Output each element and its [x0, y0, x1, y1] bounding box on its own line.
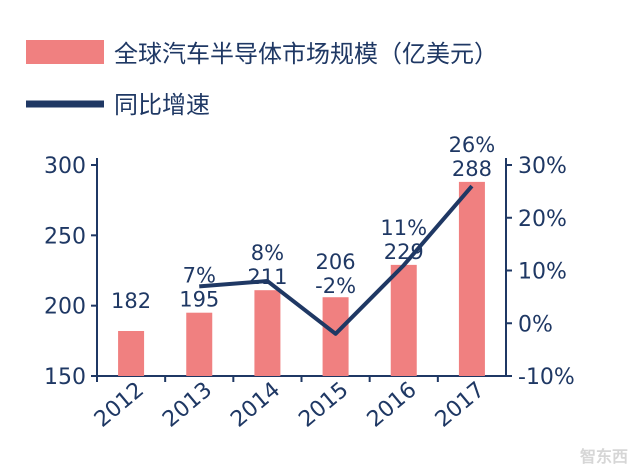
x-tick-2015: 2015 — [294, 377, 353, 432]
right-tick-0%: 0% — [518, 312, 553, 337]
legend-swatch-bar — [26, 40, 104, 64]
right-tick-20%: 20% — [518, 207, 567, 232]
right-tick--10%: -10% — [518, 365, 575, 390]
data-labels: 182 195 211 206 229 288 7% 8% -2% 11% 26% — [111, 133, 495, 313]
bar-label-2012: 182 — [111, 289, 151, 313]
growth-line — [199, 184, 474, 336]
growth-label-2015: -2% — [315, 274, 356, 298]
legend-label-line: 同比增速 — [114, 91, 210, 119]
bar-label-2014: 211 — [247, 265, 287, 289]
left-tick-300: 300 — [44, 154, 86, 179]
legend-label-bar: 全球汽车半导体市场规模（亿美元） — [114, 40, 498, 68]
bar-label-2013: 195 — [179, 288, 219, 312]
growth-label-2016: 11% — [380, 216, 427, 240]
legend: 全球汽车半导体市场规模（亿美元） 同比增速 — [26, 40, 498, 119]
right-tick-30%: 30% — [518, 154, 567, 179]
growth-label-2014: 8% — [251, 241, 284, 265]
line-series — [199, 184, 474, 336]
left-tick-150: 150 — [44, 365, 86, 390]
left-tick-250: 250 — [44, 224, 86, 249]
growth-label-2013: 7% — [183, 264, 216, 288]
bar-label-2015: 206 — [316, 250, 356, 274]
bar-2016 — [390, 264, 417, 376]
bar-2015 — [322, 297, 349, 376]
x-tick-2014: 2014 — [226, 377, 285, 432]
bar-series — [118, 181, 485, 376]
bar-label-2017: 288 — [452, 157, 492, 181]
watermark: 智东西 — [580, 447, 628, 466]
left-tick-200: 200 — [44, 295, 86, 320]
bar-label-2016: 229 — [384, 240, 424, 264]
growth-label-2017: 26% — [449, 133, 496, 157]
x-tick-2013: 2013 — [158, 377, 217, 432]
bar-2017 — [458, 181, 485, 376]
bar-2014 — [254, 290, 281, 376]
bar-2012 — [118, 330, 145, 376]
x-tick-2017: 2017 — [431, 377, 490, 432]
bar-2013 — [186, 312, 213, 376]
right-tick-10%: 10% — [518, 260, 567, 285]
x-tick-2012: 2012 — [90, 377, 149, 432]
axes — [96, 158, 507, 377]
x-tick-2016: 2016 — [363, 377, 422, 432]
